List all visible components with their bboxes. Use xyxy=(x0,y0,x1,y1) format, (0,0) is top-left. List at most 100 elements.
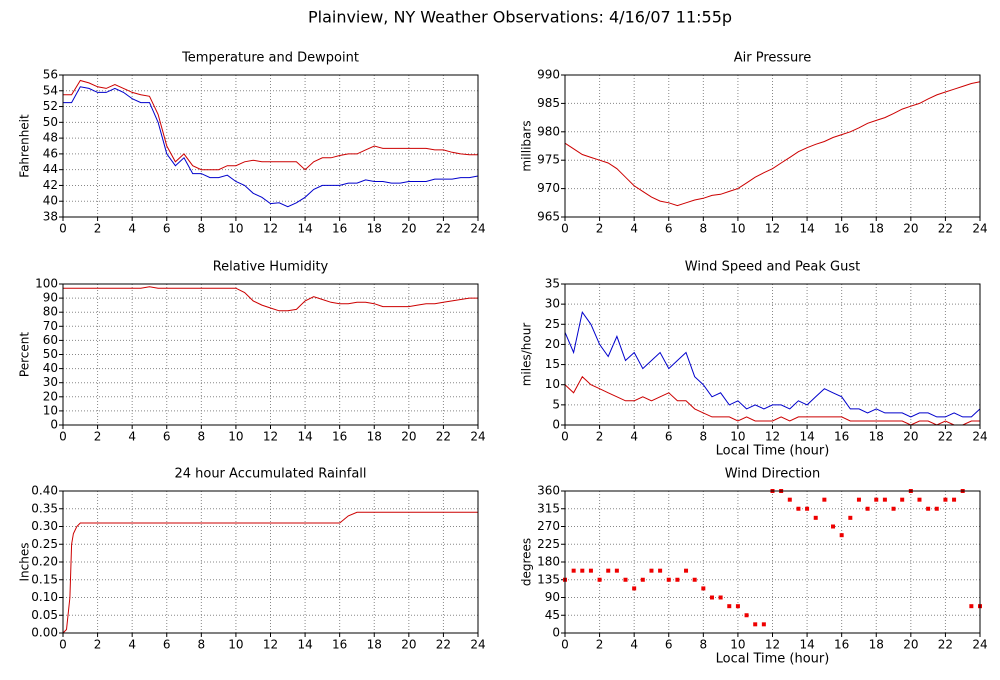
y-tick-label: 56 xyxy=(43,68,58,82)
y-tick-label: 135 xyxy=(537,572,560,586)
y-tick-label: 0.40 xyxy=(31,484,58,498)
data-point xyxy=(865,506,870,511)
x-tick-label: 16 xyxy=(834,430,849,444)
data-line xyxy=(63,286,478,312)
chart-title: Wind Direction xyxy=(725,467,821,482)
data-point xyxy=(709,595,714,600)
y-tick-label: 20 xyxy=(43,389,58,403)
y-tick-label: 52 xyxy=(43,99,58,113)
x-tick-label: 12 xyxy=(765,222,780,236)
data-line xyxy=(63,79,478,171)
x-tick-label: 12 xyxy=(765,430,780,444)
data-line xyxy=(62,511,478,634)
y-tick-label: 30 xyxy=(545,297,560,311)
x-tick-label: 0 xyxy=(561,222,569,236)
x-tick-label: 14 xyxy=(297,638,312,652)
x-tick-label: 22 xyxy=(436,222,451,236)
y-tick-label: 100 xyxy=(35,277,58,291)
data-point xyxy=(666,577,671,582)
x-axis-label: Local Time (hour) xyxy=(716,444,830,459)
data-point xyxy=(796,506,801,511)
x-tick-label: 0 xyxy=(59,222,67,236)
y-tick-label: 965 xyxy=(537,210,560,224)
x-tick-label: 0 xyxy=(59,638,67,652)
chart-title: Temperature and Dewpoint xyxy=(181,51,359,66)
x-tick-label: 18 xyxy=(367,430,382,444)
data-point xyxy=(848,515,853,520)
plot-frame xyxy=(62,74,479,218)
y-tick-label: 970 xyxy=(537,181,560,195)
x-tick-label: 22 xyxy=(436,638,451,652)
y-tick-label: 25 xyxy=(545,317,560,331)
data-point xyxy=(934,506,939,511)
x-tick-label: 4 xyxy=(128,430,136,444)
y-tick-label: 60 xyxy=(43,333,58,347)
data-line xyxy=(564,81,981,207)
y-tick-label: 46 xyxy=(43,146,58,160)
x-tick-label: 22 xyxy=(938,222,953,236)
x-tick-label: 24 xyxy=(972,430,987,444)
y-axis-label: Fahrenheit xyxy=(18,114,32,178)
x-tick-label: 10 xyxy=(730,638,745,652)
data-point xyxy=(761,622,766,627)
y-tick-label: 30 xyxy=(43,375,58,389)
y-tick-label: 35 xyxy=(545,277,560,291)
y-tick-label: 0 xyxy=(552,626,560,640)
x-tick-label: 2 xyxy=(94,222,102,236)
x-tick-label: 12 xyxy=(263,222,278,236)
y-tick-label: 315 xyxy=(537,501,560,515)
x-tick-label: 16 xyxy=(834,222,849,236)
data-line xyxy=(564,310,981,418)
x-tick-label: 24 xyxy=(972,222,987,236)
x-tick-label: 24 xyxy=(972,638,987,652)
y-tick-label: 0.05 xyxy=(31,608,58,622)
data-point xyxy=(571,568,576,573)
data-point xyxy=(856,497,861,502)
x-tick-label: 8 xyxy=(198,638,206,652)
data-point xyxy=(744,613,749,618)
x-tick-label: 18 xyxy=(869,638,884,652)
chart-title: Air Pressure xyxy=(734,51,812,66)
plot-frame xyxy=(564,74,981,218)
x-tick-label: 10 xyxy=(228,222,243,236)
chart-title: Wind Speed and Peak Gust xyxy=(685,260,860,275)
y-axis-label: millibars xyxy=(520,120,534,171)
x-tick-label: 16 xyxy=(834,638,849,652)
x-tick-label: 2 xyxy=(94,430,102,444)
x-tick-label: 16 xyxy=(332,222,347,236)
x-tick-label: 8 xyxy=(700,430,708,444)
plot-area xyxy=(565,75,980,217)
y-tick-label: 42 xyxy=(43,178,58,192)
y-tick-label: 40 xyxy=(43,194,58,208)
x-tick-label: 14 xyxy=(799,638,814,652)
x-tick-label: 18 xyxy=(367,222,382,236)
y-tick-label: 975 xyxy=(537,153,560,167)
x-tick-label: 14 xyxy=(799,430,814,444)
y-tick-label: 45 xyxy=(545,608,560,622)
data-point xyxy=(917,497,922,502)
x-tick-label: 4 xyxy=(630,222,638,236)
y-tick-label: 38 xyxy=(43,210,58,224)
y-tick-label: 40 xyxy=(43,361,58,375)
y-tick-label: 44 xyxy=(43,162,58,176)
x-tick-label: 20 xyxy=(903,638,918,652)
y-tick-label: 270 xyxy=(537,519,560,533)
data-point xyxy=(701,586,706,591)
data-point xyxy=(943,497,948,502)
data-point xyxy=(753,622,758,627)
data-point xyxy=(597,577,602,582)
x-tick-label: 10 xyxy=(730,222,745,236)
x-tick-label: 0 xyxy=(561,638,569,652)
data-point xyxy=(632,586,637,591)
x-tick-label: 12 xyxy=(263,638,278,652)
x-tick-label: 8 xyxy=(198,222,206,236)
plot-frame xyxy=(564,490,981,634)
x-tick-label: 2 xyxy=(596,638,604,652)
data-point xyxy=(969,604,974,609)
y-tick-label: 5 xyxy=(552,397,560,411)
x-tick-label: 10 xyxy=(228,638,243,652)
y-tick-label: 0.30 xyxy=(31,519,58,533)
y-tick-label: 54 xyxy=(43,83,58,97)
data-point xyxy=(606,568,611,573)
